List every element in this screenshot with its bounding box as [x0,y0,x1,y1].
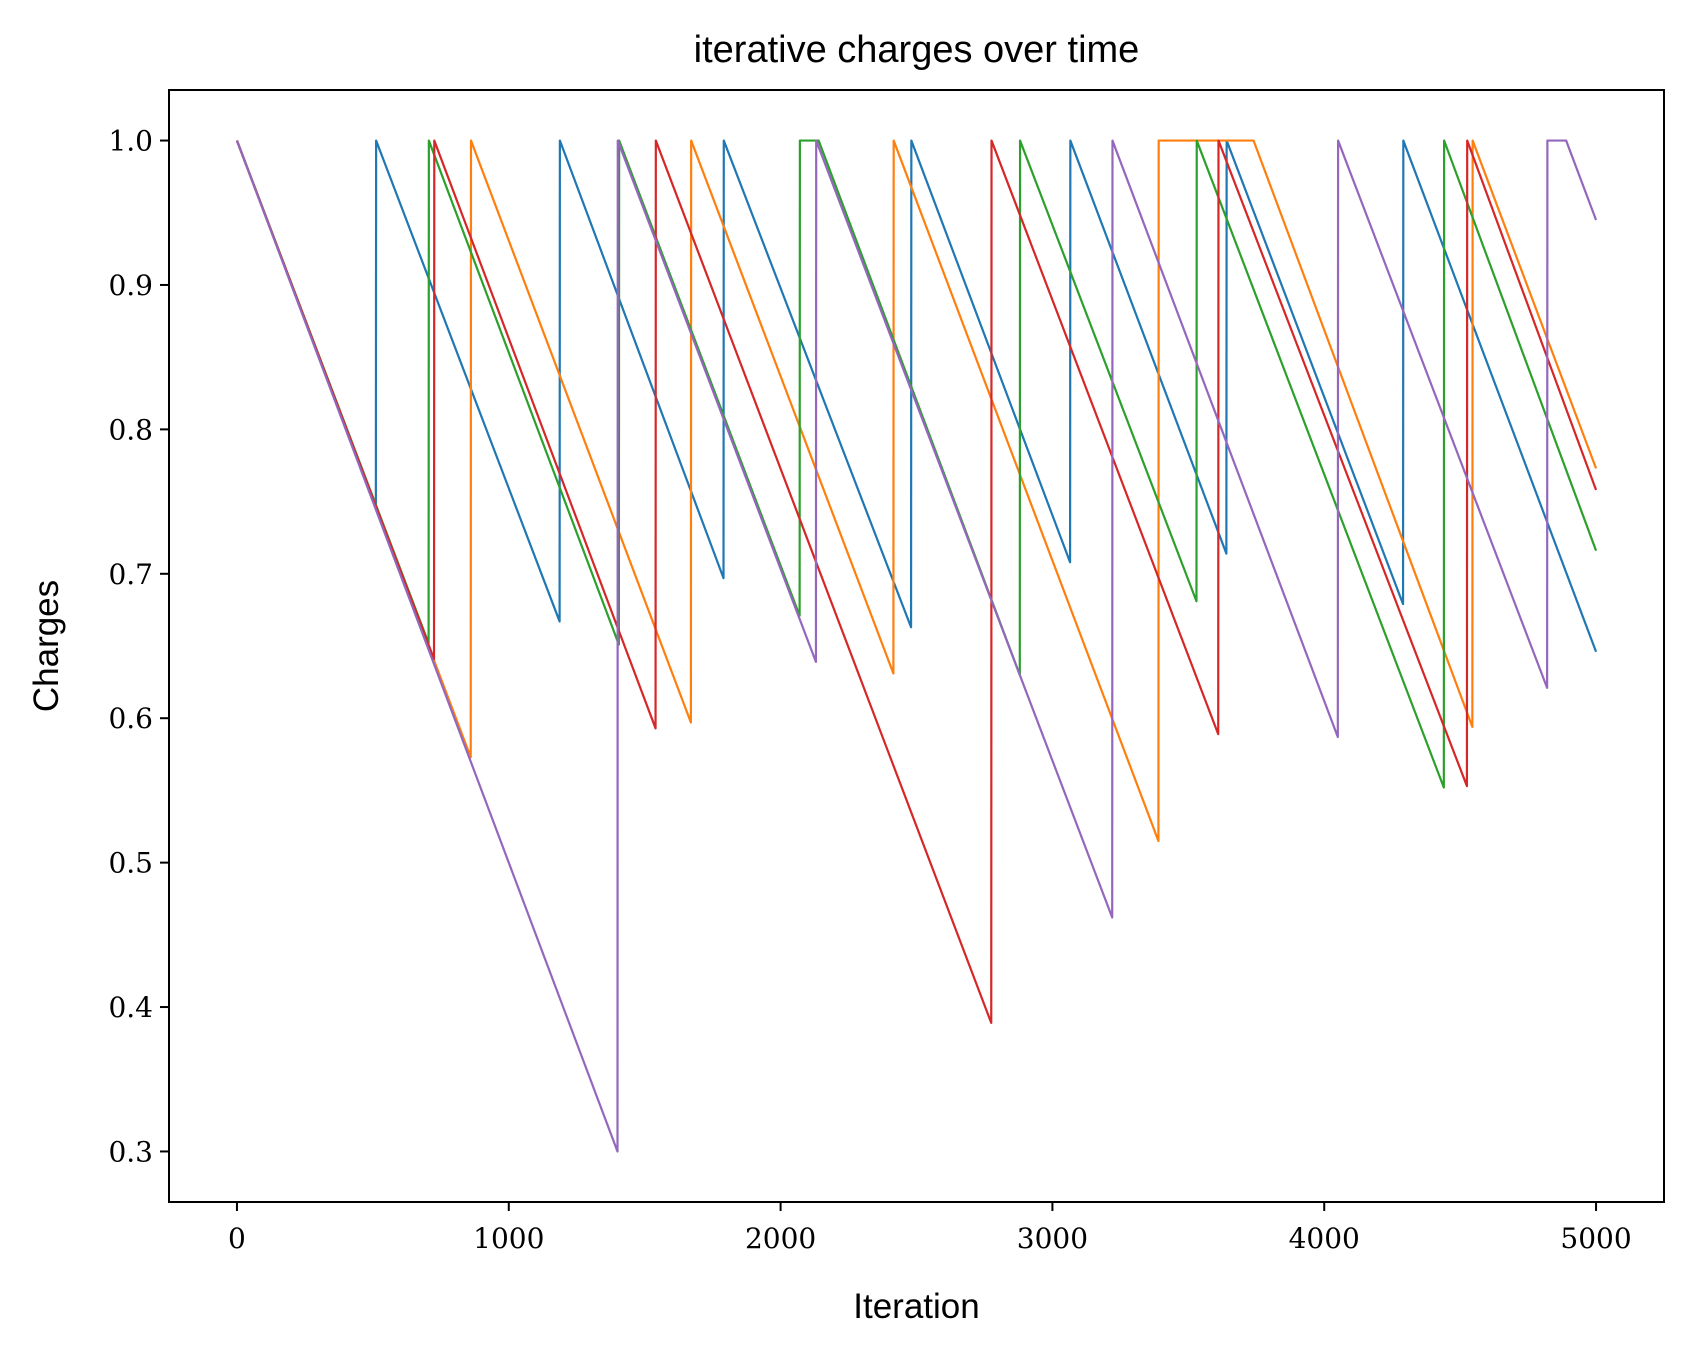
x-axis-label: Iteration [853,1287,979,1326]
y-tick-label: 0.3 [108,1135,153,1168]
x-tick-label: 4000 [1289,1222,1360,1255]
series-layer [235,139,1598,1153]
y-tick-label: 0.5 [108,847,153,880]
series-line-5 [235,139,1598,1153]
y-tick-label: 1.0 [108,125,153,158]
y-tick-label: 0.4 [108,991,153,1024]
y-axis-label: Charges [27,580,66,712]
series-line-2 [235,139,1598,843]
series-line-4 [235,139,1598,1025]
plot-frame [168,89,1665,1203]
x-tick-label: 3000 [1017,1222,1088,1255]
x-tick-label: 2000 [745,1222,816,1255]
y-tick-label: 0.8 [108,413,153,446]
x-tick-label: 5000 [1560,1222,1631,1255]
x-tick-label: 0 [228,1222,246,1255]
y-tick-label: 0.9 [108,269,153,302]
y-tick-label: 0.6 [108,702,153,735]
x-tick-label: 1000 [473,1222,544,1255]
chart-title: iterative charges over time [694,29,1140,71]
ticks-layer: 0 1000 2000 3000 4000 5000 0.3 0.4 0.5 0.6 0.7 0.8 0… [108,125,1631,1255]
series-line-1 [235,139,1598,653]
y-tick-label: 0.7 [108,558,153,591]
series-line-3 [235,139,1598,789]
